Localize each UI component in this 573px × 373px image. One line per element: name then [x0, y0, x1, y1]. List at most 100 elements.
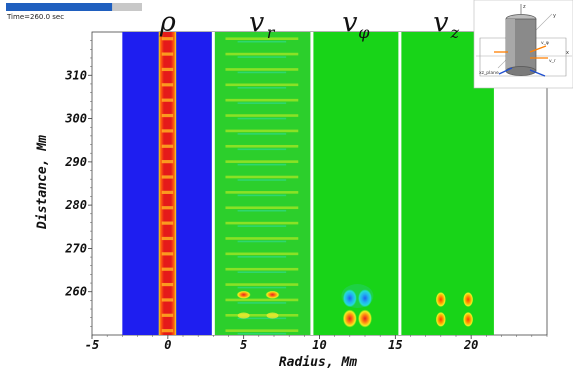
vr-band	[225, 298, 299, 302]
vr-spot-small	[266, 312, 279, 319]
panel-bg-1	[213, 32, 312, 335]
rho-band	[161, 252, 174, 256]
vr-band	[225, 267, 299, 271]
x-tick-label: 15	[388, 338, 402, 352]
vr-band	[225, 206, 299, 210]
y-tick-label: 280	[64, 198, 87, 212]
vr-band-cyan	[237, 302, 287, 304]
vr-band-cyan	[237, 332, 287, 335]
inset-axis-z: z	[523, 4, 526, 10]
time-progress-bar	[6, 3, 142, 11]
rho-band	[161, 329, 174, 333]
cylinder-inset: z y x v_φ v_r xz_plane	[473, 0, 573, 89]
vr-band	[225, 114, 299, 117]
x-axis-title: Radius, Mm	[279, 355, 357, 370]
vr-band-cyan	[237, 148, 287, 151]
vphi-halo	[341, 284, 374, 309]
panel-subscript-1: r	[267, 23, 276, 42]
time-bar-fill	[6, 3, 113, 11]
vr-band-cyan	[237, 225, 287, 227]
vphi-blob	[358, 289, 372, 308]
rho-band	[161, 190, 174, 194]
vr-band-cyan	[237, 56, 287, 58]
rho-band	[161, 52, 174, 56]
rho-column	[158, 32, 177, 335]
y-tick-label: 290	[64, 155, 87, 169]
vr-band-cyan	[237, 133, 287, 135]
vphi-blob	[342, 289, 357, 308]
rho-band	[161, 113, 174, 118]
vr-band	[225, 68, 299, 71]
vr-band-cyan	[237, 40, 287, 43]
vr-spot	[265, 290, 280, 299]
vr-band	[225, 83, 299, 87]
rho-band	[161, 206, 174, 210]
x-tick-label: 20	[463, 338, 478, 352]
vr-band-cyan	[237, 256, 287, 258]
vr-band-cyan	[237, 102, 287, 104]
panel-title-3: v	[433, 7, 448, 38]
vz-blob	[463, 311, 474, 327]
panel-subscript-2: φ	[358, 23, 370, 42]
vr-band	[225, 314, 299, 317]
rho-band	[161, 160, 174, 164]
vr-spot-small	[237, 312, 250, 319]
rho-band	[161, 313, 174, 317]
vr-band-cyan	[237, 87, 287, 89]
vr-band	[225, 160, 299, 163]
y-tick-label: 310	[64, 68, 87, 82]
rho-band	[161, 282, 174, 287]
vr-band-cyan	[237, 179, 287, 181]
rho-band	[161, 129, 174, 133]
rho-band	[161, 267, 174, 271]
vr-band	[225, 252, 299, 256]
vr-band	[225, 98, 299, 102]
panel-title-1: v	[249, 7, 264, 38]
panel-subscript-3: z	[450, 23, 460, 42]
rho-band	[161, 98, 174, 102]
rho-band	[161, 83, 174, 87]
vr-band	[225, 37, 299, 41]
vr-band	[225, 129, 299, 133]
panel-separator	[398, 32, 402, 335]
vr-band-cyan	[237, 194, 287, 197]
panel-bg-2	[311, 32, 400, 335]
inset-plane-label: xz_plane	[479, 70, 499, 76]
vr-band	[225, 329, 299, 332]
x-tick-label: 5	[240, 338, 247, 352]
rho-band	[161, 67, 174, 72]
x-tick-label: 0	[164, 338, 171, 352]
vr-band	[225, 221, 299, 225]
vr-band-cyan	[237, 117, 287, 120]
y-axis-title: Distance, Mm	[35, 135, 50, 230]
vr-band	[225, 144, 299, 148]
x-tick-label: 10	[312, 338, 326, 352]
inset-axis-y: y	[553, 13, 556, 19]
rho-band	[161, 298, 174, 302]
panel-separator	[211, 32, 215, 335]
time-label: Time=260.0 sec	[6, 13, 64, 21]
vphi-blob	[342, 309, 357, 328]
vr-spot	[236, 290, 251, 299]
inset-velocity-phi: v_φ	[541, 41, 549, 46]
vr-band-cyan	[237, 240, 287, 243]
vz-blob	[435, 311, 446, 327]
vr-band-cyan	[237, 286, 287, 289]
rho-band	[161, 175, 174, 179]
vr-band-cyan	[237, 317, 287, 320]
y-tick-label: 300	[64, 112, 87, 126]
inset-axis-x: x	[566, 50, 569, 56]
vr-band-cyan	[237, 271, 287, 274]
vr-band	[225, 175, 299, 179]
heatmap-panels	[122, 32, 494, 335]
inset-velocity-r: v_r	[549, 58, 556, 64]
vr-band	[225, 52, 299, 56]
rho-band	[161, 236, 174, 241]
y-tick-label: 260	[64, 285, 87, 299]
vz-blob	[435, 292, 446, 308]
x-tick-label: -5	[85, 338, 99, 352]
vr-band-cyan	[237, 71, 287, 74]
vr-band	[225, 191, 299, 194]
axes: -5 0 5 10 15 20 260 270 280 290 300 310	[64, 40, 548, 352]
